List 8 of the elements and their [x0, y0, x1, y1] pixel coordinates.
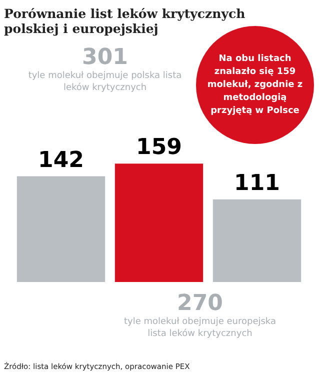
text: tyle molekuł obejmuje polska lista leków krytycznych [27, 70, 183, 94]
text: 301 [81, 45, 129, 70]
data-label: 142 [38, 148, 84, 173]
data-label: 159 [136, 135, 182, 160]
callout-circle: Na obu listach znalazło się 159 molekuł, zgodnie z metodologią przyjętą w Polsce [196, 26, 314, 144]
text: 270 [176, 291, 224, 316]
text: tyle molekuł obejmuje europejska lista leków krytycznych [122, 316, 277, 340]
data-label: 111 [234, 170, 280, 196]
